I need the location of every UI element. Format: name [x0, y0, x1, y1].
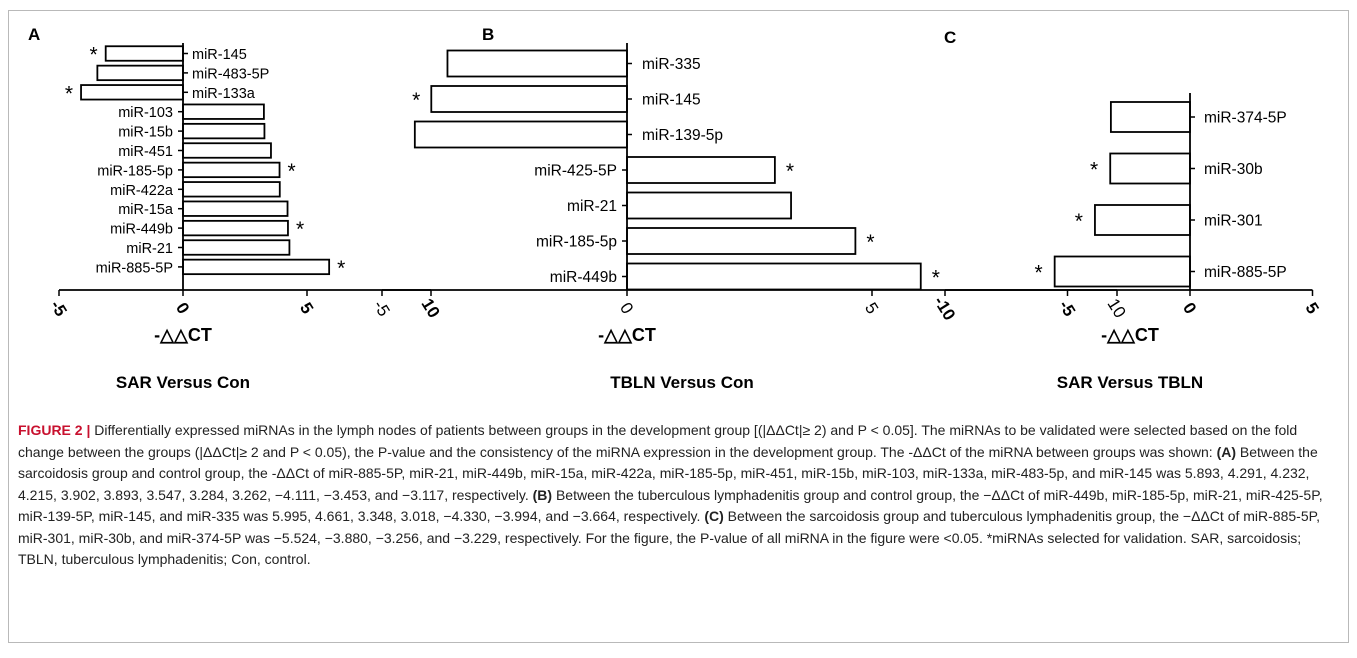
category-label: miR-15b: [118, 125, 173, 141]
caption-intro: Differentially expressed miRNAs in the l…: [18, 422, 1298, 460]
caption-b-label: (B): [532, 486, 553, 503]
category-label: miR-374-5P: [1204, 110, 1287, 127]
significance-marker: *: [90, 44, 98, 67]
significance-marker: *: [932, 267, 940, 290]
x-tick-label: 0: [1179, 299, 1200, 317]
caption-b-text: Between the tuberculous lymphadenitis gr…: [18, 486, 1323, 525]
bar: [182, 258, 331, 276]
category-label: miR-449b: [550, 269, 617, 286]
panel-c: C miR-374-5PmiR-30b*miR-301*miR-885-5P* …: [930, 28, 1323, 392]
bar: [182, 239, 291, 256]
x-tick-label: 5: [296, 299, 317, 317]
x-tick-label: 0: [172, 299, 193, 317]
category-label: miR-139-5p: [642, 127, 723, 144]
x-tick-label: 5: [1302, 299, 1323, 317]
x-tick-label: -10: [930, 293, 959, 324]
caption-label: FIGURE 2 |: [18, 422, 91, 438]
bar: [413, 120, 628, 149]
bar: [182, 161, 281, 179]
bar: [1109, 101, 1191, 133]
category-label: miR-15a: [118, 202, 174, 218]
category-label: miR-425-5P: [534, 163, 617, 180]
panel-title: TBLN Versus Con: [610, 373, 754, 392]
significance-marker: *: [65, 82, 73, 105]
panel-b: B miR-335 miR-145 * miR-139-5p miR-425-5P * mi…: [370, 25, 1130, 392]
category-label: miR-449b: [110, 222, 173, 238]
category-label: miR-483-5P: [192, 66, 269, 82]
significance-marker: *: [412, 89, 420, 112]
figure-panels: A miR-145 * miR-483-5P miR-133a * miR-103 miR-…: [28, 25, 1323, 392]
panel-title: SAR Versus TBLN: [1057, 373, 1203, 392]
category-label: miR-21: [567, 198, 617, 215]
category-label: miR-885-5P: [96, 260, 173, 276]
panel-label: B: [482, 25, 494, 44]
x-tick-label: 10: [418, 295, 444, 321]
panel-title: SAR Versus Con: [116, 373, 250, 392]
caption-a-label: (A): [1216, 443, 1237, 460]
bar: [1109, 152, 1191, 185]
x-tick-label: -5: [370, 297, 394, 320]
category-label: miR-145: [642, 92, 701, 109]
category-label: miR-145: [192, 47, 247, 63]
bar: [182, 122, 266, 140]
category-label: miR-185-5p: [536, 234, 617, 251]
category-label: miR-185-5p: [97, 163, 173, 179]
x-axis-label: -△△CT: [1101, 325, 1159, 345]
x-tick-label: 10: [1104, 295, 1130, 321]
category-label: miR-422a: [110, 183, 174, 199]
figure-caption: FIGURE 2 | Differentially expressed miRN…: [18, 420, 1343, 571]
bar: [182, 219, 289, 237]
x-tick-label: 5: [861, 299, 882, 317]
significance-marker: *: [1090, 159, 1098, 182]
significance-marker: *: [786, 160, 794, 183]
x-axis-label: -△△CT: [598, 325, 656, 345]
category-label: miR-21: [126, 241, 173, 257]
significance-marker: *: [1075, 210, 1083, 233]
significance-marker: *: [337, 257, 345, 280]
x-tick-label: 0: [616, 299, 637, 317]
category-label: miR-301: [1204, 213, 1263, 230]
bar: [104, 45, 184, 62]
bar: [1094, 204, 1191, 236]
bar: [1053, 255, 1191, 288]
x-tick-label: -5: [47, 297, 71, 320]
bar: [626, 191, 792, 220]
bar: [446, 49, 628, 78]
bar: [626, 227, 857, 255]
panel-label: A: [28, 25, 40, 44]
significance-marker: *: [296, 218, 304, 241]
x-axis-label: -△△CT: [154, 325, 212, 345]
category-label: miR-30b: [1204, 161, 1263, 178]
bar: [182, 103, 265, 120]
category-label: miR-335: [642, 56, 701, 73]
significance-marker: *: [288, 160, 296, 183]
caption-a-text: Between the sarcoidosis group and contro…: [18, 443, 1318, 503]
bar: [430, 85, 628, 113]
caption-c-label: (C): [704, 508, 724, 524]
bar: [182, 200, 289, 217]
panel-a: A miR-145 * miR-483-5P miR-133a * miR-103 miR-…: [28, 25, 444, 392]
bar: [96, 64, 184, 82]
category-label: miR-103: [118, 105, 173, 121]
category-label: miR-451: [118, 144, 173, 160]
caption-c-text: Between the sarcoidosis group and tuberc…: [18, 508, 1321, 567]
x-tick-label: -5: [1055, 297, 1079, 320]
significance-marker: *: [1034, 262, 1042, 285]
panel-label: C: [944, 28, 956, 47]
figure-frame: [8, 10, 1349, 643]
significance-marker: *: [866, 231, 874, 254]
bar: [626, 262, 922, 291]
category-label: miR-885-5P: [1204, 264, 1287, 281]
bar: [182, 181, 281, 198]
category-label: miR-133a: [192, 86, 256, 102]
bar: [182, 142, 272, 159]
bar: [626, 156, 776, 184]
bar: [80, 84, 184, 101]
